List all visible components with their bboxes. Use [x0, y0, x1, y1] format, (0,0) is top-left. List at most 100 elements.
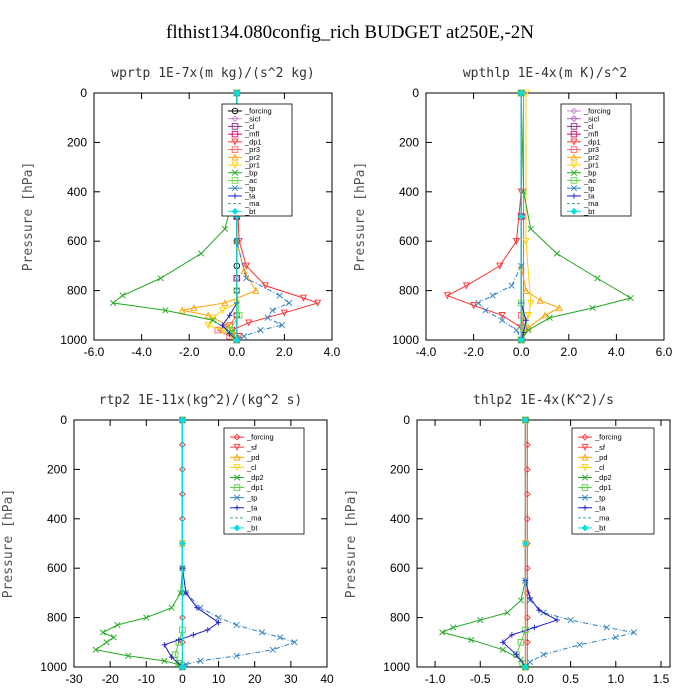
- legend-marker: [570, 169, 578, 176]
- legend-marker: [233, 474, 241, 481]
- data-point: [612, 634, 619, 641]
- y-axis-label: Pressure [hPa]: [21, 162, 36, 272]
- y-tick-label: 400: [47, 512, 67, 526]
- plot-title: wpthlp 1E-4x(m K)/s^2: [463, 66, 627, 81]
- data-point: [536, 607, 542, 613]
- data-point: [521, 416, 529, 424]
- data-point: [470, 302, 478, 310]
- legend-label: _mfl: [244, 130, 260, 139]
- legend-marker: [233, 494, 241, 501]
- data-point: [498, 312, 506, 320]
- legend-marker: [570, 138, 578, 146]
- legend-marker: [231, 115, 239, 123]
- data-point: [204, 321, 212, 329]
- y-tick-label: 1000: [40, 660, 67, 674]
- data-point: [521, 663, 529, 671]
- x-tick-label: -2.0: [179, 345, 200, 359]
- legend-label: _bp: [583, 168, 597, 177]
- data-point: [546, 314, 553, 321]
- legend-label: _dp1: [246, 483, 264, 492]
- legend-marker: [231, 169, 239, 176]
- y-tick-label: 400: [399, 185, 419, 199]
- plot-frame: [93, 92, 333, 341]
- data-point: [197, 657, 204, 664]
- series-bt: [517, 89, 525, 344]
- data-point: [258, 629, 266, 636]
- series-line: [520, 92, 632, 341]
- legend-label: _sf: [246, 443, 258, 452]
- series-tp: [522, 416, 637, 671]
- series-line: [446, 93, 522, 340]
- data-point: [175, 660, 183, 667]
- legend-marker: [581, 453, 589, 461]
- data-point: [125, 652, 132, 660]
- data-point: [475, 299, 482, 307]
- series-line: [477, 93, 522, 341]
- legend-label: _ac: [583, 176, 596, 185]
- x-tick-label: -1.0: [425, 672, 446, 686]
- legend-marker: [233, 464, 241, 472]
- data-point: [527, 595, 533, 601]
- legend-label: _cl: [594, 463, 605, 472]
- data-point: [527, 299, 535, 307]
- y-tick-label: 600: [67, 234, 87, 248]
- legend-label: _bt: [583, 207, 595, 216]
- y-tick-label: 1000: [60, 333, 87, 347]
- legend-label: _bt: [594, 524, 606, 533]
- data-point: [520, 329, 527, 336]
- data-point: [517, 639, 525, 646]
- data-point: [176, 637, 182, 643]
- legend-marker: [231, 177, 239, 184]
- x-tick-label: 10: [212, 672, 226, 686]
- data-point: [517, 89, 525, 97]
- y-tick-label: 200: [390, 462, 410, 476]
- x-tick-label: 6.0: [656, 345, 673, 359]
- data-point: [468, 636, 475, 643]
- data-point: [168, 604, 175, 611]
- x-tick-label: -4.0: [131, 345, 152, 359]
- y-axis-label: Pressure [hPa]: [353, 162, 368, 272]
- data-point: [110, 634, 117, 641]
- x-tick-label: 0.0: [228, 345, 245, 359]
- y-tick-label: 800: [47, 611, 67, 625]
- legend-marker: [231, 185, 239, 192]
- data-point: [204, 627, 211, 633]
- data-point: [512, 237, 520, 246]
- legend-marker: [581, 524, 589, 532]
- x-tick-label: -6.0: [84, 345, 105, 359]
- x-tick-label: -10: [138, 672, 156, 686]
- legend-marker: [581, 443, 589, 451]
- data-point: [291, 639, 298, 646]
- legend-marker: [582, 504, 588, 511]
- legend-label: _ta: [244, 192, 256, 201]
- legend-marker: [570, 130, 578, 138]
- x-tick-label: 0.5: [562, 672, 579, 686]
- data-point: [508, 282, 515, 289]
- legend-box: [223, 427, 305, 535]
- y-axis-label: Pressure [hPa]: [344, 489, 359, 599]
- legend-label: _dp1: [583, 137, 601, 146]
- chart-panel-4: thlp2 1E-4x(K^2)/s Pressure [hPa] -1.0 -0.5…: [344, 393, 671, 686]
- data-point: [450, 624, 457, 631]
- data-point: [523, 317, 529, 324]
- legend-label: _ma: [583, 199, 599, 208]
- data-point: [314, 299, 322, 307]
- data-point: [218, 307, 227, 315]
- chart-panel-1: wprtp 1E-7x(m kg)/(s^2 kg) Pressure [hPa]…: [21, 66, 341, 359]
- x-tick-label: -2.0: [463, 345, 484, 359]
- legend-label: _tp: [594, 493, 605, 502]
- data-point: [525, 327, 532, 334]
- data-point: [194, 604, 200, 611]
- data-point: [555, 304, 563, 312]
- legend-marker: [570, 161, 578, 169]
- data-point: [276, 292, 283, 299]
- data-point: [226, 312, 233, 319]
- data-point: [178, 306, 186, 314]
- data-point: [119, 292, 126, 299]
- data-point: [520, 188, 527, 195]
- series-tp: [233, 89, 293, 344]
- chart-panel-3: rtp2 1E-11x(kg^2)/(kg^2 s) Pressure [hPa]…: [1, 393, 334, 686]
- legend-label: _bt: [246, 524, 258, 533]
- data-point: [92, 646, 99, 653]
